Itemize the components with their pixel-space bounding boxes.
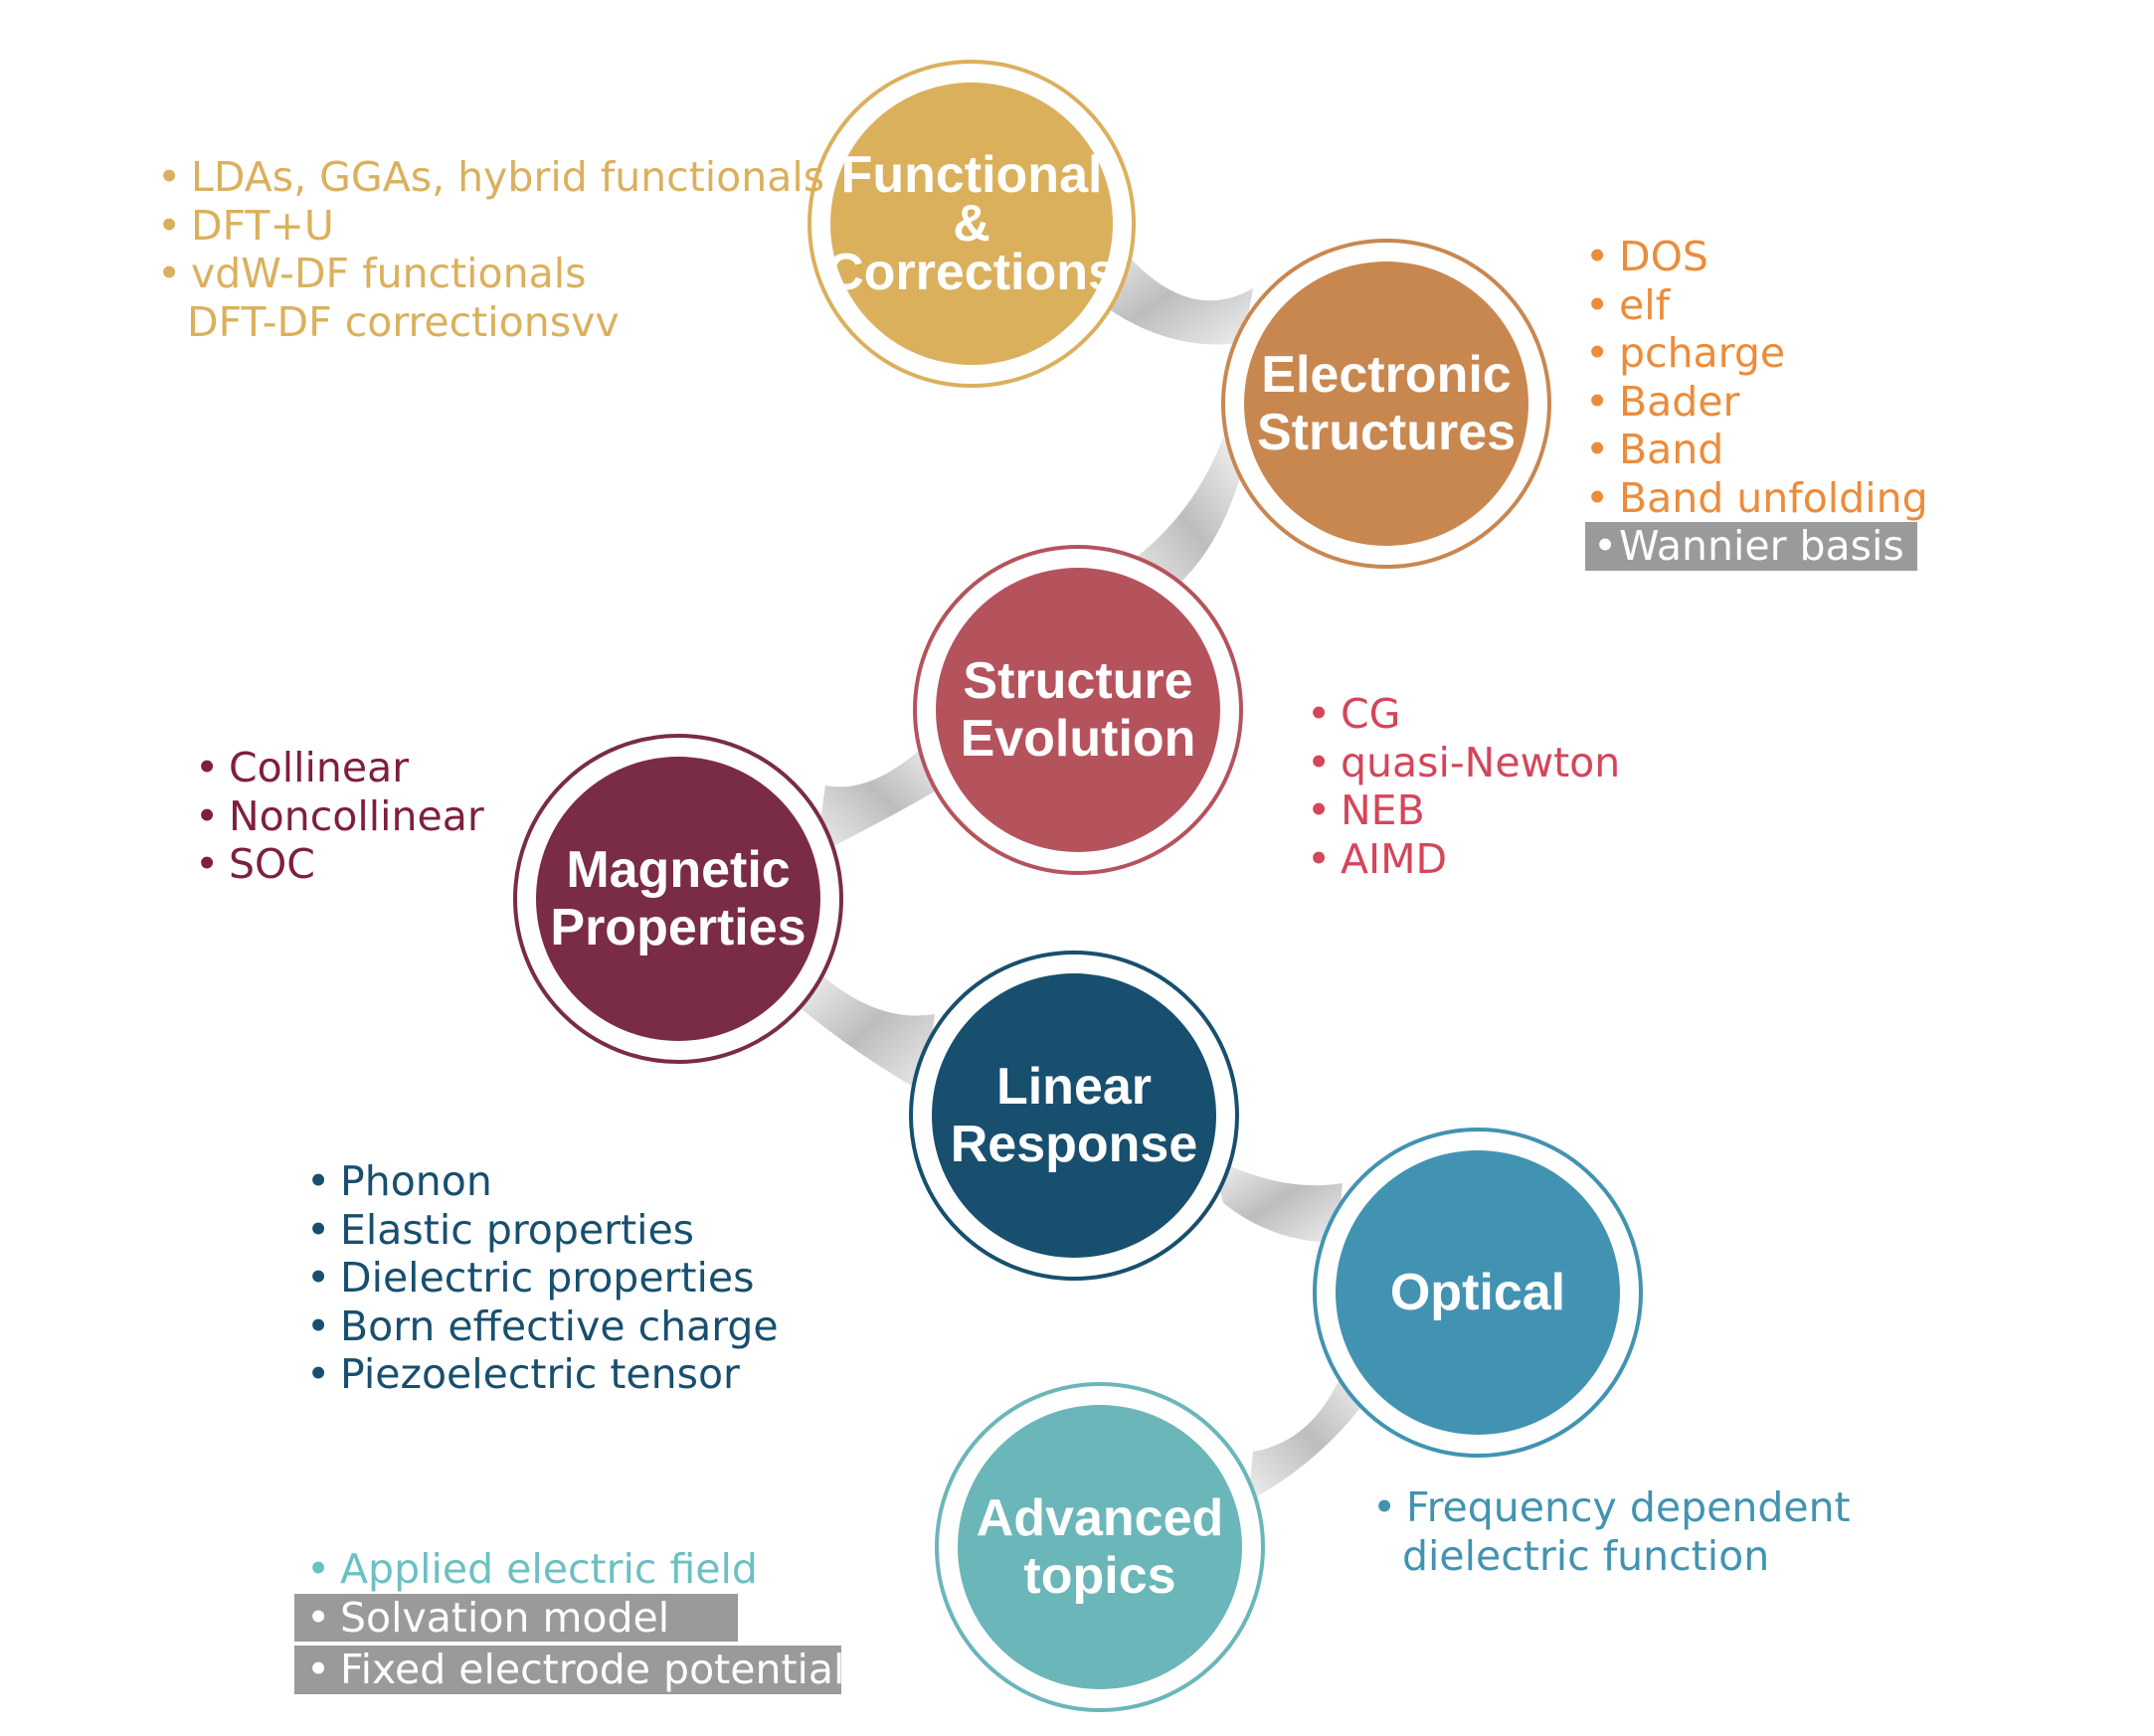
node-label: Linear	[995, 1058, 1153, 1116]
list-item: • Born effective charge	[306, 1302, 779, 1350]
bullet-icon: •	[1585, 377, 1610, 426]
bullet-icon: •	[1585, 280, 1610, 329]
list-item: • LDAs, GGAs, hybrid functionals	[157, 153, 825, 201]
bullet-icon: •	[157, 201, 182, 250]
list-item: • elf	[1585, 280, 1671, 329]
connector-optical-advanced	[1248, 1372, 1372, 1501]
bullet-icon: •	[1307, 834, 1332, 883]
bullet-icon: •	[306, 1205, 331, 1254]
node-label: Response	[950, 1116, 1198, 1173]
list-item-highlighted: • Solvation model	[294, 1593, 738, 1642]
bullet-icon: •	[306, 1302, 331, 1350]
bullet-icon: •	[157, 153, 182, 201]
connector-electronic-structure	[1124, 437, 1243, 597]
list-item: • Band unfolding	[1585, 473, 1928, 522]
node-label: topics	[1023, 1547, 1176, 1605]
list-item: • Elastic properties	[306, 1205, 695, 1254]
list-item-continuation: dielectric function	[1402, 1531, 1770, 1580]
list-item: • AIMD	[1307, 834, 1448, 883]
bullet-icon: •	[195, 791, 220, 840]
list-functional: • LDAs, GGAs, hybrid functionals • DFT+U •…	[157, 153, 824, 346]
bullet-icon: •	[1307, 738, 1332, 786]
list-item: • NEB	[1307, 786, 1425, 834]
bullet-icon: •	[1307, 690, 1332, 738]
list-linear: • Phonon • Elastic properties • Dielectric …	[306, 1157, 779, 1399]
node-magnetic-properties: Magnetic Properties	[513, 734, 843, 1064]
list-item: • Band	[1585, 426, 1724, 473]
node-advanced-topics: Advanced topics	[935, 1382, 1265, 1712]
node-label: Corrections	[826, 244, 1117, 301]
list-electronic: • DOS • elf • pcharge • Bader • Band • Band un…	[1585, 233, 1928, 571]
bullet-icon: •	[306, 1593, 331, 1642]
connector-magnetic-linear	[796, 969, 935, 1094]
bullet-icon: •	[157, 250, 182, 297]
node-label: Optical	[1389, 1264, 1566, 1321]
list-item: • pcharge	[1585, 329, 1786, 377]
bullet-icon: •	[306, 1646, 331, 1693]
list-item-highlighted: •Wannier basis	[1585, 522, 1917, 571]
list-item-highlighted: • Fixed electrode potential	[294, 1646, 844, 1694]
bullet-icon: •	[1372, 1483, 1397, 1531]
bullet-icon: •	[1593, 522, 1618, 570]
node-label: &	[953, 195, 990, 253]
bullet-icon: •	[1585, 233, 1610, 280]
connector-functional-electronic	[1094, 239, 1253, 345]
bullet-icon: •	[1585, 426, 1610, 473]
list-advanced: • Applied electric field • Solvation model…	[294, 1545, 844, 1694]
list-optical: • Frequency dependent dielectric function	[1372, 1483, 1851, 1580]
node-label: Properties	[550, 899, 807, 956]
bullet-icon: •	[1585, 329, 1610, 377]
node-linear-response: Linear Response	[909, 951, 1239, 1281]
bullet-icon: •	[306, 1157, 331, 1205]
node-label: Structure	[963, 652, 1193, 710]
list-magnetic: • Collinear • Noncollinear • SOC	[195, 744, 484, 889]
list-item: • quasi-Newton	[1307, 738, 1621, 786]
list-item: • Noncollinear	[195, 791, 484, 840]
list-item: • DOS	[1585, 233, 1708, 280]
bullet-icon: •	[1307, 786, 1332, 834]
list-item: • DFT+U	[157, 201, 334, 250]
list-item: • CG	[1307, 690, 1401, 738]
node-functional-corrections: Functional & Corrections	[808, 60, 1136, 388]
connector-structure-magnetic	[815, 736, 945, 855]
bullet-icon: •	[195, 840, 220, 888]
list-item: • Piezoelectric tensor	[306, 1350, 740, 1398]
node-label: Advanced	[976, 1489, 1224, 1547]
list-item: • Dielectric properties	[306, 1254, 755, 1302]
bullet-icon: •	[306, 1545, 331, 1593]
bullet-icon: •	[306, 1350, 331, 1398]
node-label: Electronic	[1261, 346, 1512, 404]
list-item: • Bader	[1585, 377, 1740, 426]
node-structure-evolution: Structure Evolution	[913, 545, 1243, 875]
node-electronic-structures: Electronic Structures	[1221, 239, 1551, 569]
list-item: • Collinear	[195, 744, 410, 791]
bullet-icon: •	[306, 1254, 331, 1302]
bullet-icon: •	[1585, 473, 1610, 522]
list-item-continuation: DFT-DF correctionsvv	[187, 297, 620, 346]
list-item: • Phonon	[306, 1157, 492, 1205]
list-item: • Frequency dependent	[1372, 1483, 1851, 1531]
list-item: • Applied electric field	[306, 1545, 758, 1593]
connector-linear-optical	[1213, 1158, 1343, 1243]
node-label: Evolution	[960, 710, 1196, 768]
node-optical: Optical	[1313, 1128, 1643, 1458]
list-structure: • CG • quasi-Newton • NEB • AIMD	[1307, 690, 1620, 883]
node-label: Structures	[1256, 404, 1517, 461]
node-label: Functional	[840, 146, 1103, 204]
bullet-icon: •	[195, 744, 220, 791]
node-label: Magnetic	[566, 841, 791, 899]
list-item: • vdW-DF functionals	[157, 250, 587, 297]
list-item: • SOC	[195, 840, 315, 888]
